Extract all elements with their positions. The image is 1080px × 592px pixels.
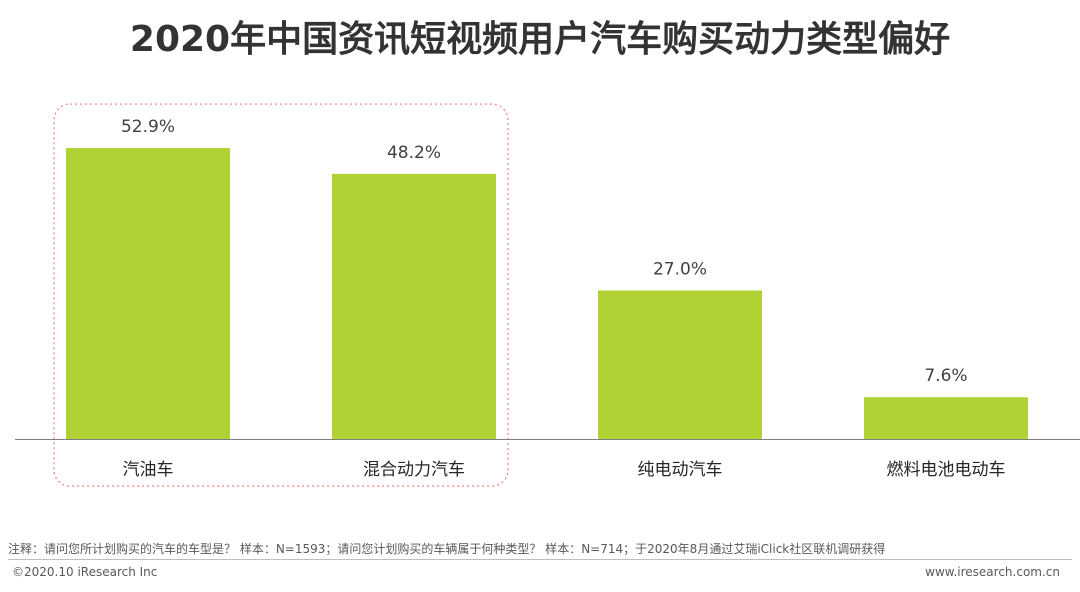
bar-1 <box>332 173 496 439</box>
website-link[interactable]: www.iresearch.com.cn <box>925 565 1060 579</box>
footer-divider <box>8 559 1072 560</box>
chart-title: 2020年中国资讯短视频用户汽车购买动力类型偏好 <box>129 19 951 60</box>
value-label-1: 48.2% <box>387 143 441 163</box>
value-label-2: 27.0% <box>653 260 707 280</box>
bar-2 <box>598 290 762 439</box>
category-label-2: 纯电动汽车 <box>638 460 723 480</box>
value-label-0: 52.9% <box>121 117 175 137</box>
value-label-3: 7.6% <box>924 366 967 386</box>
category-label-0: 汽油车 <box>123 460 174 480</box>
bar-0 <box>66 148 230 440</box>
footnote: 注释：请问您所计划购买的汽车的车型是？ 样本：N=1593；请问您计划购买的车辆… <box>8 542 886 556</box>
copyright: ©2020.10 iResearch Inc <box>12 565 158 579</box>
category-label-3: 燃料电池电动车 <box>887 460 1006 480</box>
highlight-box <box>53 103 509 487</box>
bar-3 <box>864 397 1028 439</box>
category-label-1: 混合动力汽车 <box>363 460 465 480</box>
